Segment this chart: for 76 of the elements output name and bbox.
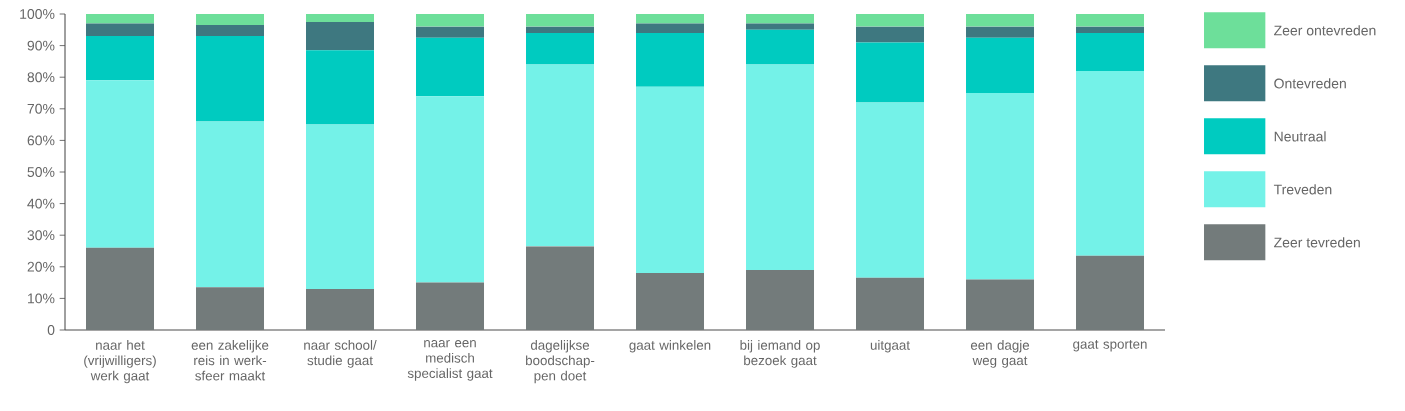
bar	[86, 80, 155, 248]
bar	[636, 86, 705, 274]
bar	[416, 37, 485, 97]
bar	[526, 26, 595, 33]
bar	[856, 277, 925, 330]
y-tick-label: 30%	[27, 230, 55, 241]
y-tick-label: 70%	[27, 103, 55, 114]
x-tick-label: gaat sporten	[1073, 340, 1147, 352]
text: Treveden	[1273, 184, 1332, 195]
bar	[856, 14, 925, 27]
bar	[856, 102, 925, 278]
bar	[416, 96, 485, 283]
y-tick-label: 10%	[28, 293, 55, 304]
bar	[966, 93, 1035, 280]
bar	[196, 287, 265, 330]
x-tick-label: bij iemand op bezoek gaat	[740, 340, 820, 368]
bar	[966, 14, 1035, 27]
bar	[306, 124, 375, 289]
x-tick-label: een zakelijke reis in werk-sfeer maakt	[191, 340, 269, 381]
bar	[1076, 26, 1145, 33]
bar	[86, 36, 155, 81]
bar	[416, 282, 485, 330]
text: Zeer ontevreden	[1274, 25, 1376, 36]
bar	[1076, 70, 1145, 256]
x-tick-label: naar een medisch specialist gaat	[407, 340, 493, 381]
y-tick-label: 0	[47, 325, 55, 335]
bar	[86, 23, 155, 37]
bar	[746, 29, 815, 65]
bar	[636, 23, 705, 33]
bar	[746, 14, 815, 24]
bar	[196, 36, 265, 122]
y-tick-label: 80%	[27, 72, 55, 83]
bar	[636, 32, 705, 87]
bar	[416, 14, 485, 27]
bar	[86, 247, 155, 330]
bar	[196, 14, 265, 26]
y-tick-label: 50%	[27, 167, 55, 177]
bar	[306, 288, 375, 330]
bar	[966, 279, 1035, 330]
text: Ontevreden	[1274, 78, 1346, 89]
bar	[1076, 255, 1145, 330]
text: Neutraal	[1274, 131, 1326, 142]
bar	[526, 64, 595, 247]
x-tick-label: dagelijkse boodschap-pen doet	[526, 340, 595, 384]
x-tick-label: uitgaat	[870, 340, 910, 353]
bar	[306, 14, 375, 22]
bar	[306, 50, 375, 125]
bar	[856, 42, 925, 103]
y-tick-label: 100%	[20, 9, 55, 19]
bar	[636, 14, 705, 24]
y-tick-label: 60%	[27, 135, 55, 146]
bar	[966, 37, 1035, 93]
bar	[636, 273, 705, 330]
bar	[966, 26, 1035, 38]
x-tick-label: gaat winkelen	[629, 340, 711, 353]
x-tick-label: een dagje weg gaat	[970, 340, 1030, 368]
bar	[196, 25, 265, 37]
x-tick-label: naar school/ studie gaat	[304, 340, 377, 368]
bar	[526, 32, 595, 65]
bar	[526, 14, 595, 27]
bar	[86, 14, 155, 24]
bar	[196, 121, 265, 288]
y-tick-label: 40%	[27, 198, 55, 209]
bar	[746, 269, 815, 330]
bar	[526, 246, 595, 330]
bar	[856, 26, 925, 43]
bar	[746, 64, 815, 270]
y-tick-label: 90%	[27, 40, 55, 51]
text: Zeer tevreden	[1274, 237, 1360, 248]
bar	[1076, 14, 1145, 27]
y-tick-label: 20%	[27, 261, 55, 272]
bar	[1076, 32, 1145, 71]
x-tick-label: naar het (vrijwilligers) werk gaat	[84, 340, 156, 384]
bar	[746, 23, 815, 30]
bar	[416, 26, 485, 38]
bar	[306, 21, 375, 51]
